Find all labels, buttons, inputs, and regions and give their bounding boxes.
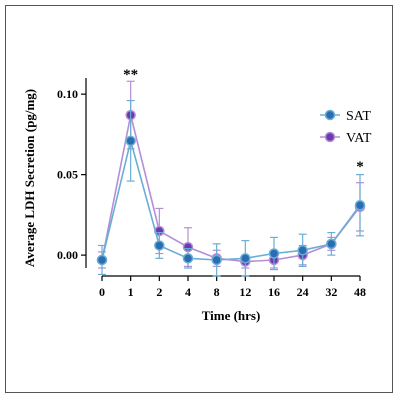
x-tick-label: 0 (99, 285, 105, 299)
series-vat (96, 80, 366, 269)
data-point (154, 240, 165, 251)
data-point (268, 248, 280, 259)
y-ticks: 0.00 0.05 0.10 (57, 87, 86, 262)
x-tick-label: 1 (128, 285, 134, 299)
series-layer (96, 80, 366, 277)
data-point (297, 245, 308, 256)
x-ticks: 0 1 2 4 8 12 16 24 32 48 (99, 276, 366, 299)
x-tick-label: 2 (156, 285, 162, 299)
y-axis-label: Average LDH Secretion (pg/mg) (22, 89, 37, 267)
series-sat (96, 99, 366, 277)
significance-marker: ** (123, 67, 138, 83)
legend-item-sat: SAT (320, 109, 371, 124)
legend-item-vat: VAT (320, 131, 372, 146)
annotations: *** (123, 67, 364, 175)
data-point (125, 135, 136, 147)
axes (85, 78, 360, 277)
data-point (182, 253, 194, 264)
legend-marker (324, 131, 336, 143)
legend-label: VAT (346, 131, 372, 146)
data-point (96, 254, 108, 266)
x-tick-label: 16 (268, 285, 280, 299)
x-axis-label: Time (hrs) (202, 308, 261, 323)
legend-label: SAT (346, 109, 371, 124)
y-tick-label: 0.00 (57, 248, 78, 262)
significance-marker: * (356, 159, 364, 175)
legend-marker (324, 109, 336, 121)
data-point (354, 199, 366, 211)
figure-frame (5, 5, 393, 393)
x-tick-label: 24 (297, 285, 309, 299)
y-tick-label: 0.05 (57, 168, 78, 182)
data-point (326, 238, 337, 250)
y-tick-label: 0.10 (57, 87, 78, 101)
series-line-sat (101, 140, 361, 261)
x-tick-label: 32 (325, 285, 337, 299)
x-tick-label: 4 (185, 285, 191, 299)
x-tick-label: 8 (214, 285, 220, 299)
data-point (211, 254, 222, 266)
x-tick-label: 12 (239, 285, 251, 299)
x-tick-label: 48 (354, 285, 366, 299)
data-point (240, 253, 251, 264)
legend: SAT VAT (320, 109, 372, 146)
